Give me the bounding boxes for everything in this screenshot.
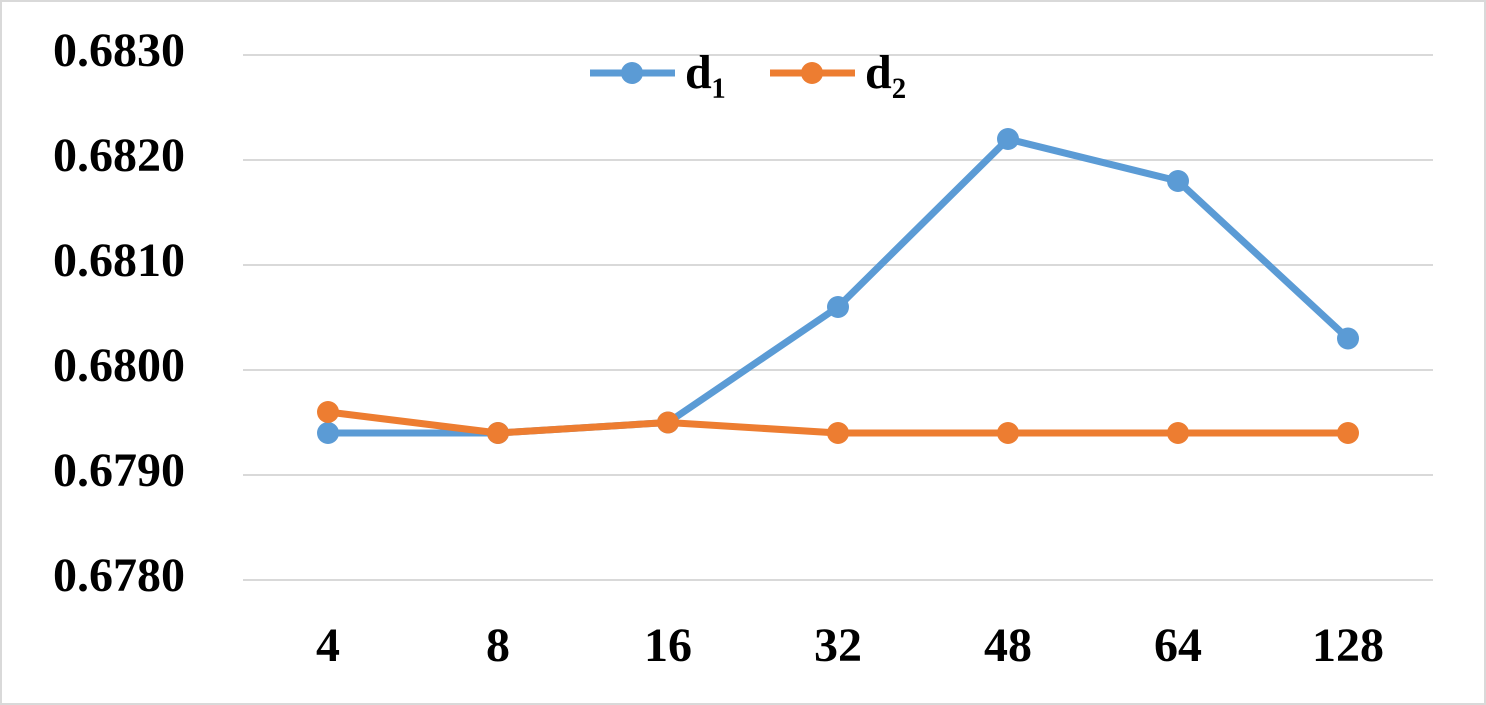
data-point — [997, 422, 1019, 444]
data-point — [827, 296, 849, 318]
y-tick-label: 0.6830 — [53, 24, 185, 77]
legend-label: d₂ — [865, 46, 906, 99]
data-point — [1167, 422, 1189, 444]
data-point — [997, 128, 1019, 150]
x-tick-label: 4 — [316, 619, 340, 672]
data-point — [1337, 422, 1359, 444]
x-tick-label: 64 — [1154, 619, 1202, 672]
y-tick-label: 0.6800 — [53, 339, 185, 392]
data-point — [1167, 170, 1189, 192]
y-tick-label: 0.6820 — [53, 129, 185, 182]
data-point — [1337, 327, 1359, 350]
data-point — [317, 401, 339, 423]
y-tick-label: 0.6780 — [53, 549, 185, 602]
y-tick-label: 0.6790 — [53, 444, 185, 497]
x-tick-label: 48 — [984, 619, 1032, 672]
x-tick-label: 32 — [814, 619, 862, 672]
legend-marker — [621, 62, 643, 84]
legend-label: d₁ — [685, 46, 726, 99]
data-point — [317, 422, 339, 444]
x-tick-label: 128 — [1312, 619, 1384, 672]
data-point — [657, 411, 679, 434]
y-tick-label: 0.6810 — [53, 234, 185, 287]
data-point — [487, 422, 509, 444]
x-tick-label: 8 — [486, 619, 510, 672]
data-point — [827, 422, 849, 444]
x-tick-label: 16 — [644, 619, 692, 672]
legend-marker — [801, 62, 823, 84]
